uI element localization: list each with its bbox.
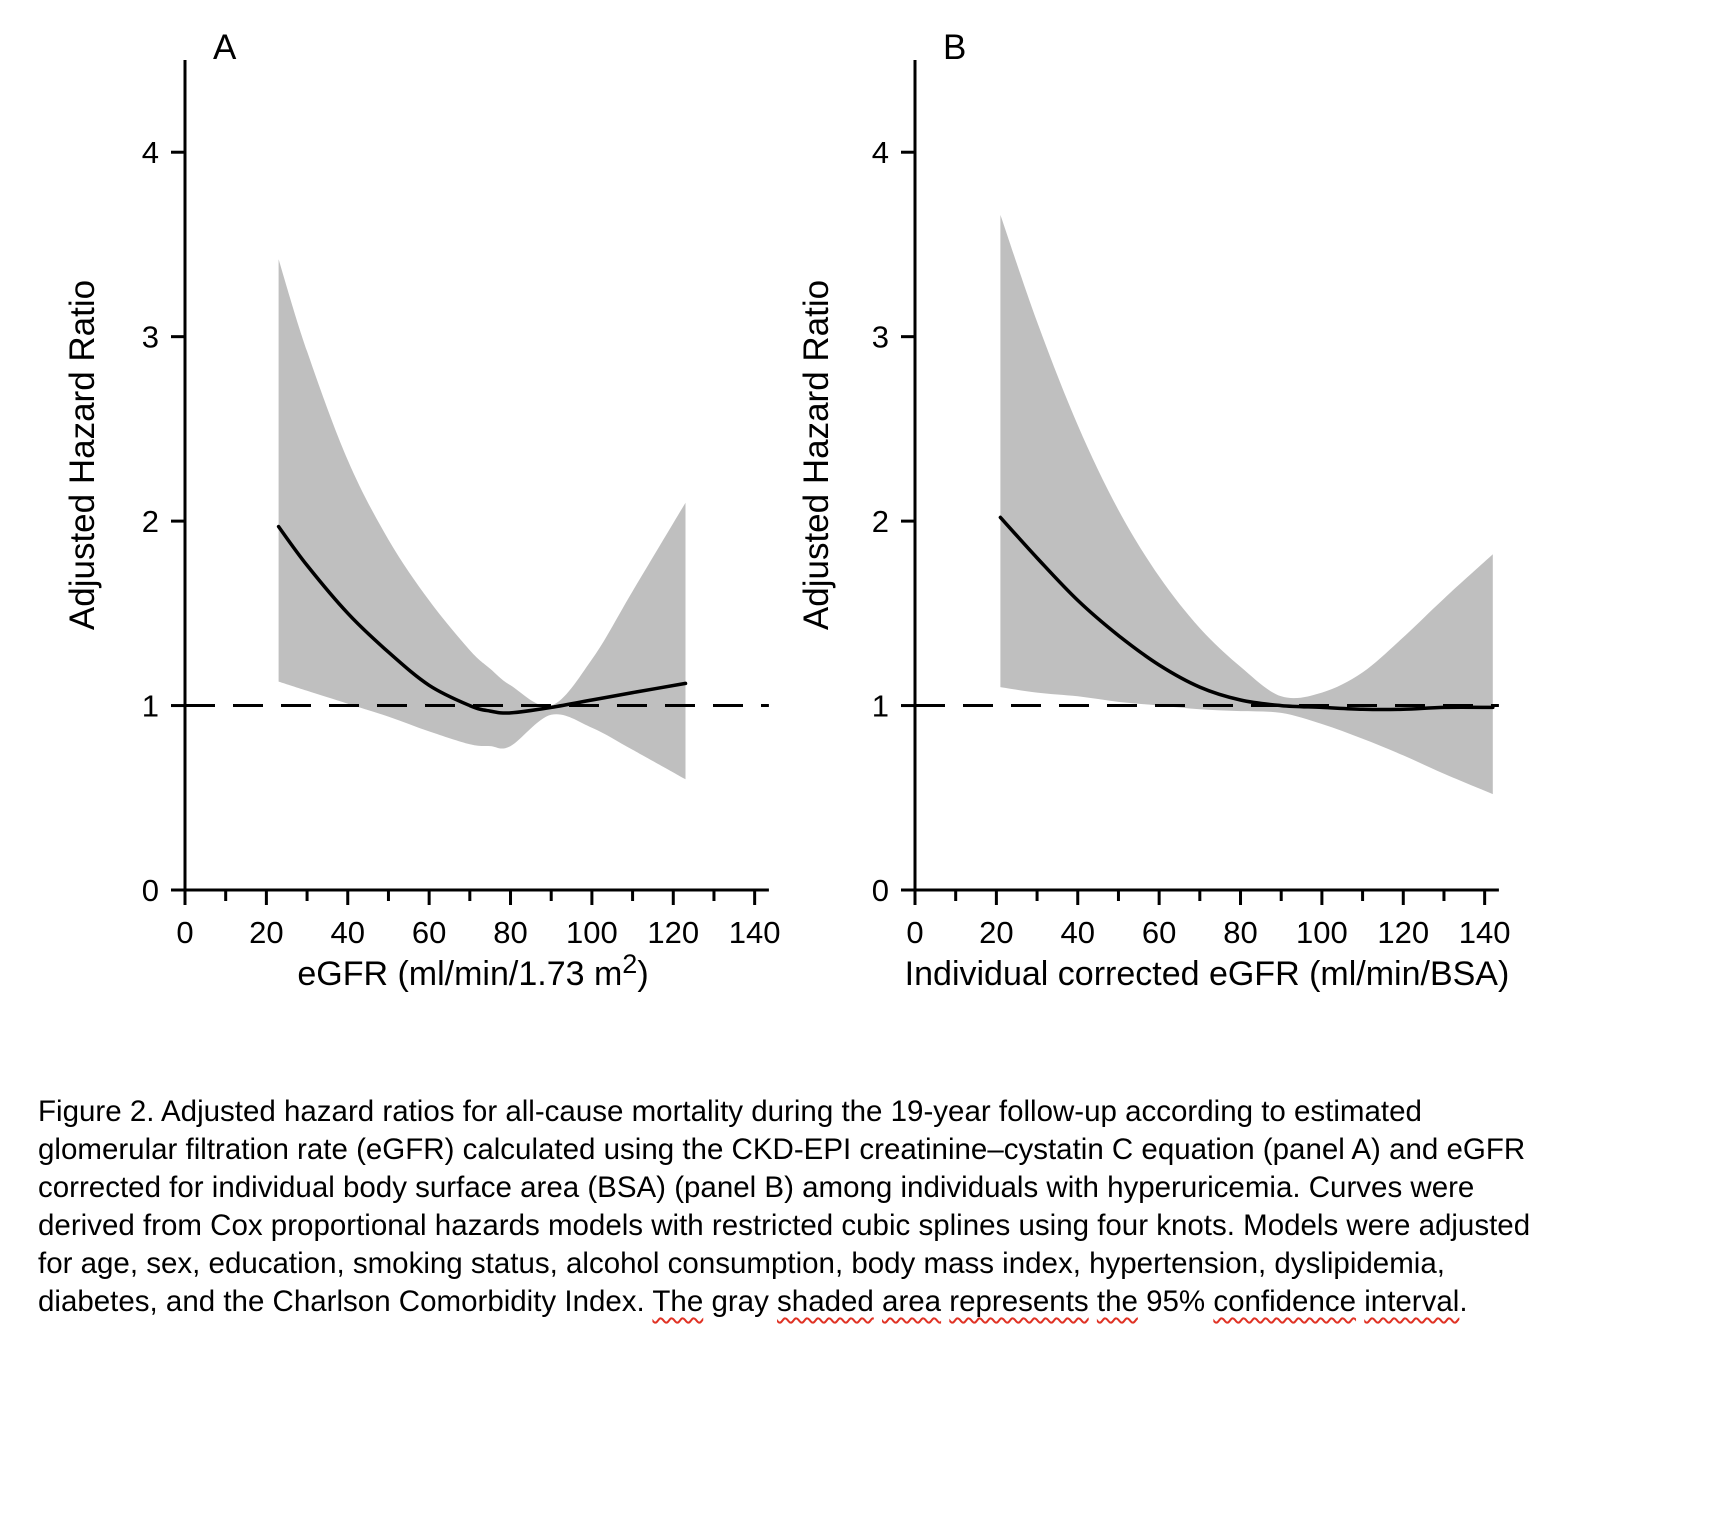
y-tick-label: 2 bbox=[872, 504, 889, 539]
panel-a-label: A bbox=[213, 28, 237, 67]
y-tick-label: 1 bbox=[872, 689, 889, 724]
panel-b-x-axis-title: Individual corrected eGFR (ml/min/BSA) bbox=[905, 955, 1510, 994]
y-tick-label: 4 bbox=[872, 135, 889, 170]
y-tick-label: 0 bbox=[872, 873, 889, 908]
y-tick-label: 3 bbox=[872, 320, 889, 355]
panel-a-y-axis-title: Adjusted Hazard Ratio bbox=[63, 279, 102, 631]
caption-segment bbox=[874, 1285, 882, 1318]
x-tick-label: 20 bbox=[249, 915, 283, 950]
caption-segment: area bbox=[882, 1285, 942, 1318]
x-tick-label: 100 bbox=[1296, 915, 1348, 950]
x-tick-label: 80 bbox=[1223, 915, 1257, 950]
caption-segment: shaded bbox=[777, 1285, 874, 1318]
x-tick-label: 40 bbox=[1061, 915, 1095, 950]
x-tick-label: 120 bbox=[647, 915, 699, 950]
x-tick-label: 100 bbox=[566, 915, 618, 950]
y-tick-label: 1 bbox=[142, 689, 159, 724]
hazard-curve bbox=[276, 524, 688, 715]
caption-segment: represents bbox=[949, 1285, 1089, 1318]
panel-b-x-title-text: Individual corrected eGFR (ml/min/BSA) bbox=[904, 955, 1510, 993]
caption-segment: 95% bbox=[1137, 1285, 1214, 1318]
x-tick-label: 60 bbox=[1142, 915, 1176, 950]
caption-segment bbox=[1089, 1285, 1097, 1318]
charts-row: 0 1 2 3 4 0 20 40 60 80 100 120 140 A Adjusted Hazar… bbox=[15, 0, 1714, 1050]
panel-a: 0 1 2 3 4 0 20 40 60 80 100 120 140 A Adjusted Hazar… bbox=[15, 0, 815, 1050]
x-tick-label: 80 bbox=[493, 915, 527, 950]
y-tick-label: 3 bbox=[142, 320, 159, 355]
panel-a-x-title-close: ) bbox=[637, 955, 649, 993]
caption-segment: the bbox=[1096, 1285, 1138, 1318]
x-tick-label: 40 bbox=[331, 915, 365, 950]
panel-b: 0 1 2 3 4 0 20 40 60 80 100 120 140 B Adjusted Hazar… bbox=[745, 0, 1714, 1050]
x-tick-label: 140 bbox=[729, 915, 781, 950]
caption-segment: . bbox=[1459, 1285, 1468, 1318]
caption-segment: Figure 2. Adjusted hazard ratios for all… bbox=[38, 1095, 1531, 1318]
hazard-curve bbox=[998, 515, 1495, 712]
x-tick-label: 20 bbox=[979, 915, 1013, 950]
y-tick-label: 2 bbox=[142, 504, 159, 539]
y-tick-label: 0 bbox=[142, 873, 159, 908]
figure-2: 0 1 2 3 4 0 20 40 60 80 100 120 140 A Adjusted Hazar… bbox=[15, 0, 1714, 1321]
panel-a-x-title-text: eGFR (ml/min/1.73 m bbox=[297, 955, 623, 993]
panel-b-label: B bbox=[943, 28, 967, 67]
figure-caption: Figure 2. Adjusted hazard ratios for all… bbox=[38, 1093, 1533, 1321]
x-tick-label: 0 bbox=[176, 915, 193, 950]
y-tick-label: 4 bbox=[142, 135, 159, 170]
panel-a-x-axis-title: eGFR (ml/min/1.73 m2) bbox=[297, 949, 649, 994]
caption-segment: interval bbox=[1364, 1285, 1460, 1318]
x-tick-label: 0 bbox=[906, 915, 923, 950]
confidence-band bbox=[278, 259, 686, 780]
x-tick-label: 140 bbox=[1459, 915, 1511, 950]
x-tick-label: 120 bbox=[1377, 915, 1429, 950]
caption-segment bbox=[1356, 1285, 1364, 1318]
x-tick-label: 60 bbox=[412, 915, 446, 950]
confidence-band bbox=[1000, 214, 1493, 795]
panel-a-x-title-superscript: 2 bbox=[622, 949, 638, 979]
caption-segment: gray bbox=[703, 1285, 778, 1318]
panel-b-y-axis-title: Adjusted Hazard Ratio bbox=[797, 279, 836, 631]
caption-segment: The bbox=[652, 1285, 704, 1318]
caption-segment: confidence bbox=[1213, 1285, 1357, 1318]
